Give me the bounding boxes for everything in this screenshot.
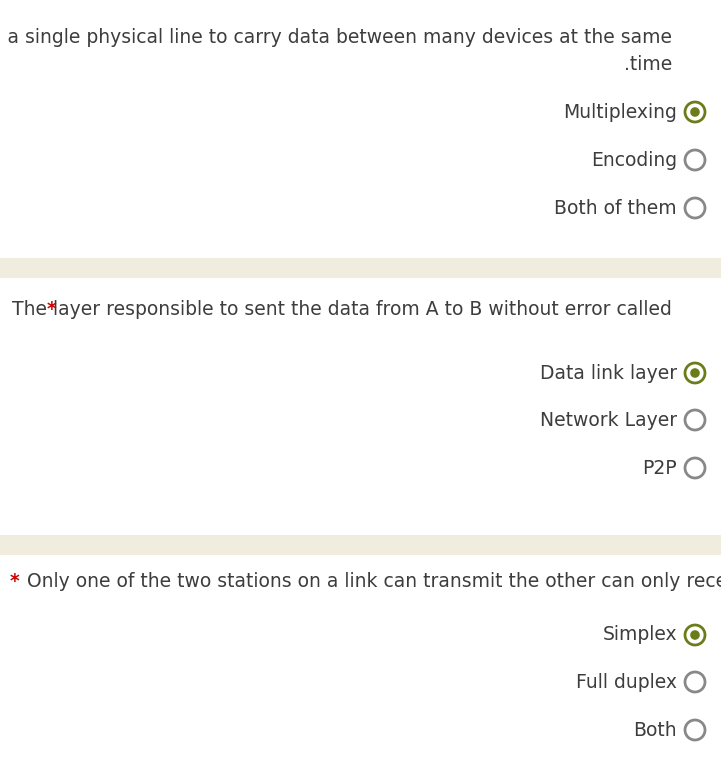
Text: *: * [10,572,19,591]
Text: Only one of the two stations on a link can transmit the other can only receive: Only one of the two stations on a link c… [27,572,721,591]
Text: Both: Both [633,720,677,740]
Text: Encoding: Encoding [591,150,677,170]
Bar [0,535,721,555]
Text: Data link layer: Data link layer [540,363,677,383]
Bar [0,258,721,278]
Text: .time: .time [624,55,672,74]
Circle shape [690,107,700,117]
Text: Using a single physical line to carry data between many devices at the same: Using a single physical line to carry da… [0,28,672,47]
Text: Full duplex: Full duplex [576,672,677,692]
Text: Both of them: Both of them [554,198,677,218]
Circle shape [690,630,700,640]
Text: Network Layer: Network Layer [540,411,677,429]
Text: The layer responsible to sent the data from A to B without error called: The layer responsible to sent the data f… [12,300,672,319]
Text: *: * [47,300,57,319]
Text: Multiplexing: Multiplexing [563,103,677,121]
Circle shape [690,368,700,378]
Text: Simplex: Simplex [602,626,677,644]
Text: P2P: P2P [642,458,677,478]
